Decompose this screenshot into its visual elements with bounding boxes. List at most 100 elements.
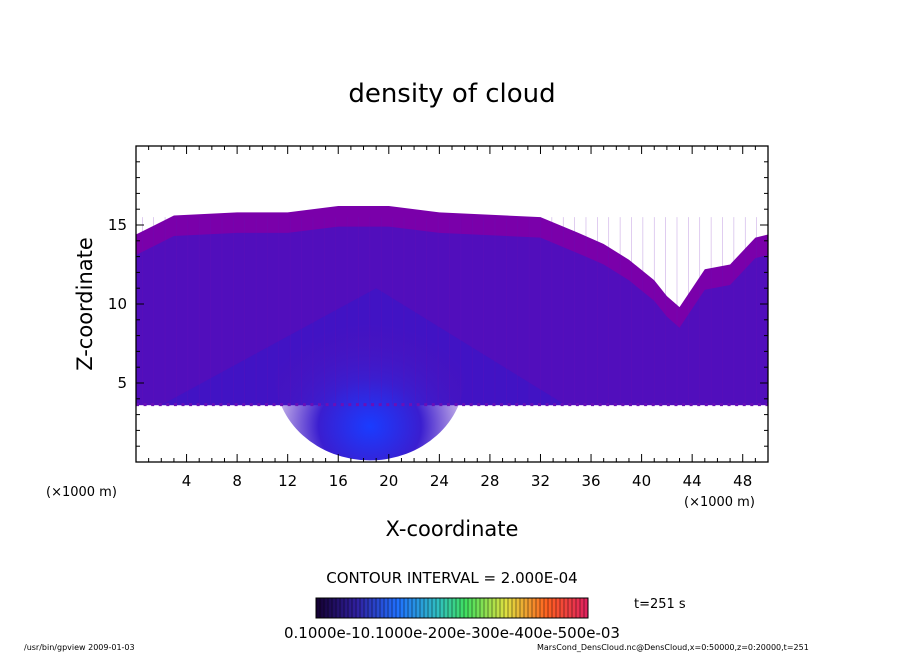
x-tick-label: 36 (581, 472, 600, 490)
cloud-base-speckle (348, 403, 352, 407)
cloud-base-speckle (371, 403, 375, 407)
cloud-base-speckle (750, 403, 754, 407)
cloud-base-speckle (522, 403, 526, 407)
cloud-base-speckle (674, 403, 678, 407)
cloud-base-speckle (302, 403, 306, 407)
y-tick-label: 15 (108, 216, 127, 234)
cloud-base-speckle (189, 403, 193, 407)
cloud-base-speckle (598, 403, 602, 407)
x-tick-label: 40 (632, 472, 651, 490)
cloud-base-speckle (553, 403, 557, 407)
cloud-base-speckle (325, 403, 329, 407)
cloud-base-speckle (704, 403, 708, 407)
x-tick-label: 8 (232, 472, 242, 490)
cloud-base-speckle (204, 403, 208, 407)
cloud-base-speckle (242, 403, 246, 407)
colorbar-tick-labels: 0.1000e-10.1000e-200e-300e-400e-500e-03 (284, 624, 620, 642)
cloud-base-speckle (409, 403, 413, 407)
chart-title: density of cloud (348, 79, 555, 109)
cloud-base-speckle (143, 403, 147, 407)
cloud-base-speckle (628, 403, 632, 407)
x-tick-label: 28 (480, 472, 499, 490)
cloud-base-speckle (719, 403, 723, 407)
cloud-base-speckle (477, 403, 481, 407)
cloud-base-speckle (462, 403, 466, 407)
cloud-base-speckle (568, 403, 572, 407)
cloud-base-speckle (651, 403, 655, 407)
cloud-base-speckle (196, 403, 200, 407)
cloud-base-speckle (454, 403, 458, 407)
cloud-base-speckle (727, 403, 731, 407)
cloud-base-speckle (318, 403, 322, 407)
contour-interval-label: CONTOUR INTERVAL = 2.000E-04 (326, 569, 577, 587)
cloud-base-speckle (249, 403, 253, 407)
cloud-base-speckle (136, 403, 139, 407)
cloud-base-speckle (393, 403, 397, 407)
time-label: t=251 s (634, 597, 686, 612)
cloud-base-speckle (583, 403, 587, 407)
cloud-base-speckle (757, 403, 761, 407)
cloud-base-speckle (173, 403, 177, 407)
y-tick-label: 5 (117, 374, 127, 392)
cloud-base-speckle (386, 403, 390, 407)
cloud-base-speckle (613, 403, 617, 407)
cloud-base-speckle (227, 403, 231, 407)
cloud-base-speckle (151, 403, 155, 407)
cloud-base-speckle (560, 403, 564, 407)
cloud-base-speckle (530, 403, 534, 407)
cloud-base-speckle (211, 403, 215, 407)
cloud-base-speckle (446, 403, 450, 407)
cloud-base-speckle (575, 403, 579, 407)
cloud-field (136, 206, 768, 461)
x-tick-label: 20 (379, 472, 398, 490)
cloud-dense-core (275, 289, 465, 461)
cloud-base-speckle (469, 403, 473, 407)
cloud-base-speckle (333, 403, 337, 407)
cloud-base-speckle (537, 403, 541, 407)
cloud-base-speckle (287, 403, 291, 407)
cloud-base-speckle (712, 403, 716, 407)
cloud-base-speckle (416, 403, 420, 407)
x-unit-left: (×1000 m) (46, 485, 117, 500)
y-axis-label: Z-coordinate (73, 237, 97, 371)
cloud-base-speckle (272, 403, 276, 407)
x-tick-label: 16 (329, 472, 348, 490)
cloud-base-speckle (181, 403, 185, 407)
x-axis-label: X-coordinate (386, 517, 519, 541)
x-tick-label: 44 (683, 472, 702, 490)
x-axis-ticks: 4 8 12 16 20 24 28 32 36 40 44 48 (135, 146, 769, 490)
y-axis-ticks: 5 10 15 (108, 145, 768, 463)
cloud-base-speckle (621, 403, 625, 407)
cloud-base-speckle (219, 403, 223, 407)
cloud-base-speckle (659, 403, 663, 407)
cloud-base-speckle (340, 403, 344, 407)
y-tick-label: 10 (108, 295, 127, 313)
colorbar-stripes (315, 598, 585, 618)
cloud-base-speckle (606, 403, 610, 407)
x-tick-label: 48 (733, 472, 752, 490)
cloud-base-speckle (264, 403, 268, 407)
x-tick-label: 4 (182, 472, 192, 490)
cloud-base-speckle (500, 403, 504, 407)
x-tick-label: 24 (430, 472, 449, 490)
cloud-base-speckle (439, 403, 443, 407)
footer-left: /usr/bin/gpview 2009-01-03 (24, 643, 135, 652)
cloud-base-speckle (492, 403, 496, 407)
cloud-base-speckle (378, 403, 382, 407)
cloud-base-speckle (363, 403, 367, 407)
cloud-base-speckle (424, 403, 428, 407)
cloud-base-speckle (735, 403, 739, 407)
x-tick-label: 12 (278, 472, 297, 490)
cloud-base-speckle (682, 403, 686, 407)
x-tick-label: 32 (531, 472, 550, 490)
cloud-base-speckle (545, 403, 549, 407)
cloud-base-speckle (636, 403, 640, 407)
cloud-base-speckle (515, 403, 519, 407)
footer-right: MarsCond_DensCloud.nc@DensCloud,x=0:5000… (537, 643, 809, 652)
cloud-base-speckle (484, 403, 488, 407)
cloud-base-speckle (689, 403, 693, 407)
cloud-base-speckle (280, 403, 284, 407)
cloud-base-speckle (742, 403, 746, 407)
cloud-base-speckle (295, 403, 299, 407)
